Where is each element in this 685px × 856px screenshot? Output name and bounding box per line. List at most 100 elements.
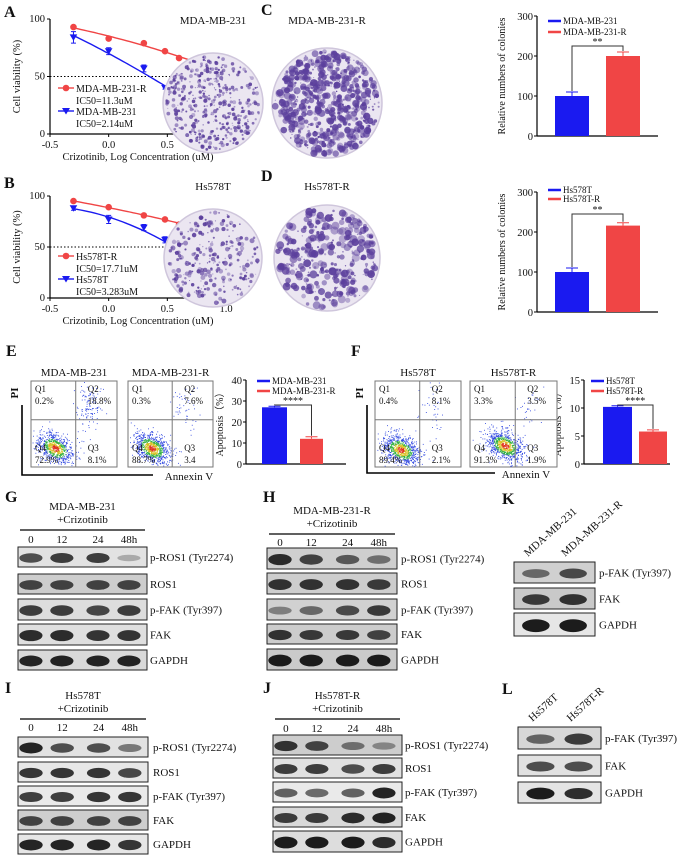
colony [363, 121, 366, 123]
event-dot [407, 462, 409, 464]
event-dot [40, 438, 42, 439]
colony [339, 116, 346, 124]
event-dot [175, 455, 177, 456]
event-dot [173, 450, 175, 452]
colony [194, 256, 198, 260]
colony [304, 246, 311, 253]
event-dot [58, 462, 59, 464]
event-dot [418, 456, 420, 458]
event-dot [45, 436, 46, 438]
event-dot [404, 457, 405, 459]
event-dot [174, 448, 176, 450]
colony [239, 223, 241, 225]
event-dot [150, 459, 152, 460]
event-dot [404, 445, 406, 447]
event-dot [386, 457, 387, 459]
event-dot [53, 436, 54, 438]
event-dot [148, 438, 150, 440]
event-dot [415, 454, 416, 455]
event-dot [395, 456, 397, 458]
event-dot [507, 427, 509, 429]
event-dot [149, 449, 151, 450]
event-dot [53, 447, 55, 448]
quadrant-name: Q1 [132, 384, 143, 394]
event-dot [143, 436, 145, 438]
event-dot [143, 432, 145, 434]
event-dot [485, 423, 486, 424]
event-dot [67, 457, 69, 459]
event-dot [517, 408, 518, 410]
event-dot [45, 460, 47, 461]
event-dot [138, 448, 140, 450]
event-dot [46, 442, 48, 444]
colony [288, 74, 295, 81]
event-dot [153, 442, 155, 444]
event-dot [409, 445, 411, 447]
colony [349, 245, 353, 248]
event-dot [81, 409, 83, 410]
event-dot [406, 457, 408, 459]
event-dot [185, 399, 186, 401]
event-dot [190, 429, 192, 431]
colony [320, 261, 328, 269]
event-dot [87, 415, 89, 417]
colony [253, 247, 257, 251]
colony [333, 263, 338, 267]
event-dot [396, 444, 398, 446]
colony [358, 140, 363, 145]
event-dot [58, 452, 60, 454]
colony [294, 98, 299, 103]
event-dot [387, 450, 388, 451]
event-dot [52, 446, 54, 448]
event-dot [49, 438, 51, 440]
event-dot [65, 459, 66, 461]
colony [372, 108, 375, 111]
colony [334, 252, 337, 254]
event-dot [43, 444, 45, 446]
event-dot [70, 458, 72, 460]
event-dot [170, 459, 171, 461]
event-dot [147, 443, 149, 445]
event-dot [153, 455, 155, 457]
event-dot [71, 452, 72, 454]
event-dot [166, 442, 167, 444]
event-dot [53, 453, 55, 455]
event-dot [496, 433, 498, 434]
colony [351, 142, 359, 150]
event-dot [399, 434, 401, 436]
colony [174, 82, 178, 86]
event-dot [150, 440, 152, 442]
colony [330, 226, 339, 235]
event-dot [162, 463, 164, 464]
colony [353, 59, 355, 61]
event-dot [404, 447, 406, 449]
event-dot [402, 451, 403, 453]
event-dot [401, 447, 403, 449]
colony [200, 293, 205, 298]
event-dot [150, 442, 152, 444]
event-dot [500, 437, 502, 439]
event-dot [87, 408, 89, 410]
colony [314, 66, 316, 68]
event-dot [432, 459, 434, 461]
colony [316, 246, 320, 249]
colony [313, 130, 316, 133]
event-dot [75, 445, 77, 447]
event-dot [69, 444, 71, 445]
legend-marker [62, 108, 70, 115]
event-dot [408, 437, 409, 439]
event-dot [515, 448, 517, 450]
colony [172, 90, 177, 95]
event-dot [55, 440, 57, 442]
event-dot [403, 462, 405, 464]
event-dot [410, 458, 412, 459]
event-dot [408, 454, 410, 456]
colony [197, 86, 199, 89]
event-dot [96, 423, 98, 425]
event-dot [509, 448, 511, 450]
event-dot [437, 408, 439, 410]
event-dot [389, 442, 390, 444]
event-dot [153, 452, 155, 454]
colony [306, 147, 309, 149]
event-dot [390, 456, 392, 458]
